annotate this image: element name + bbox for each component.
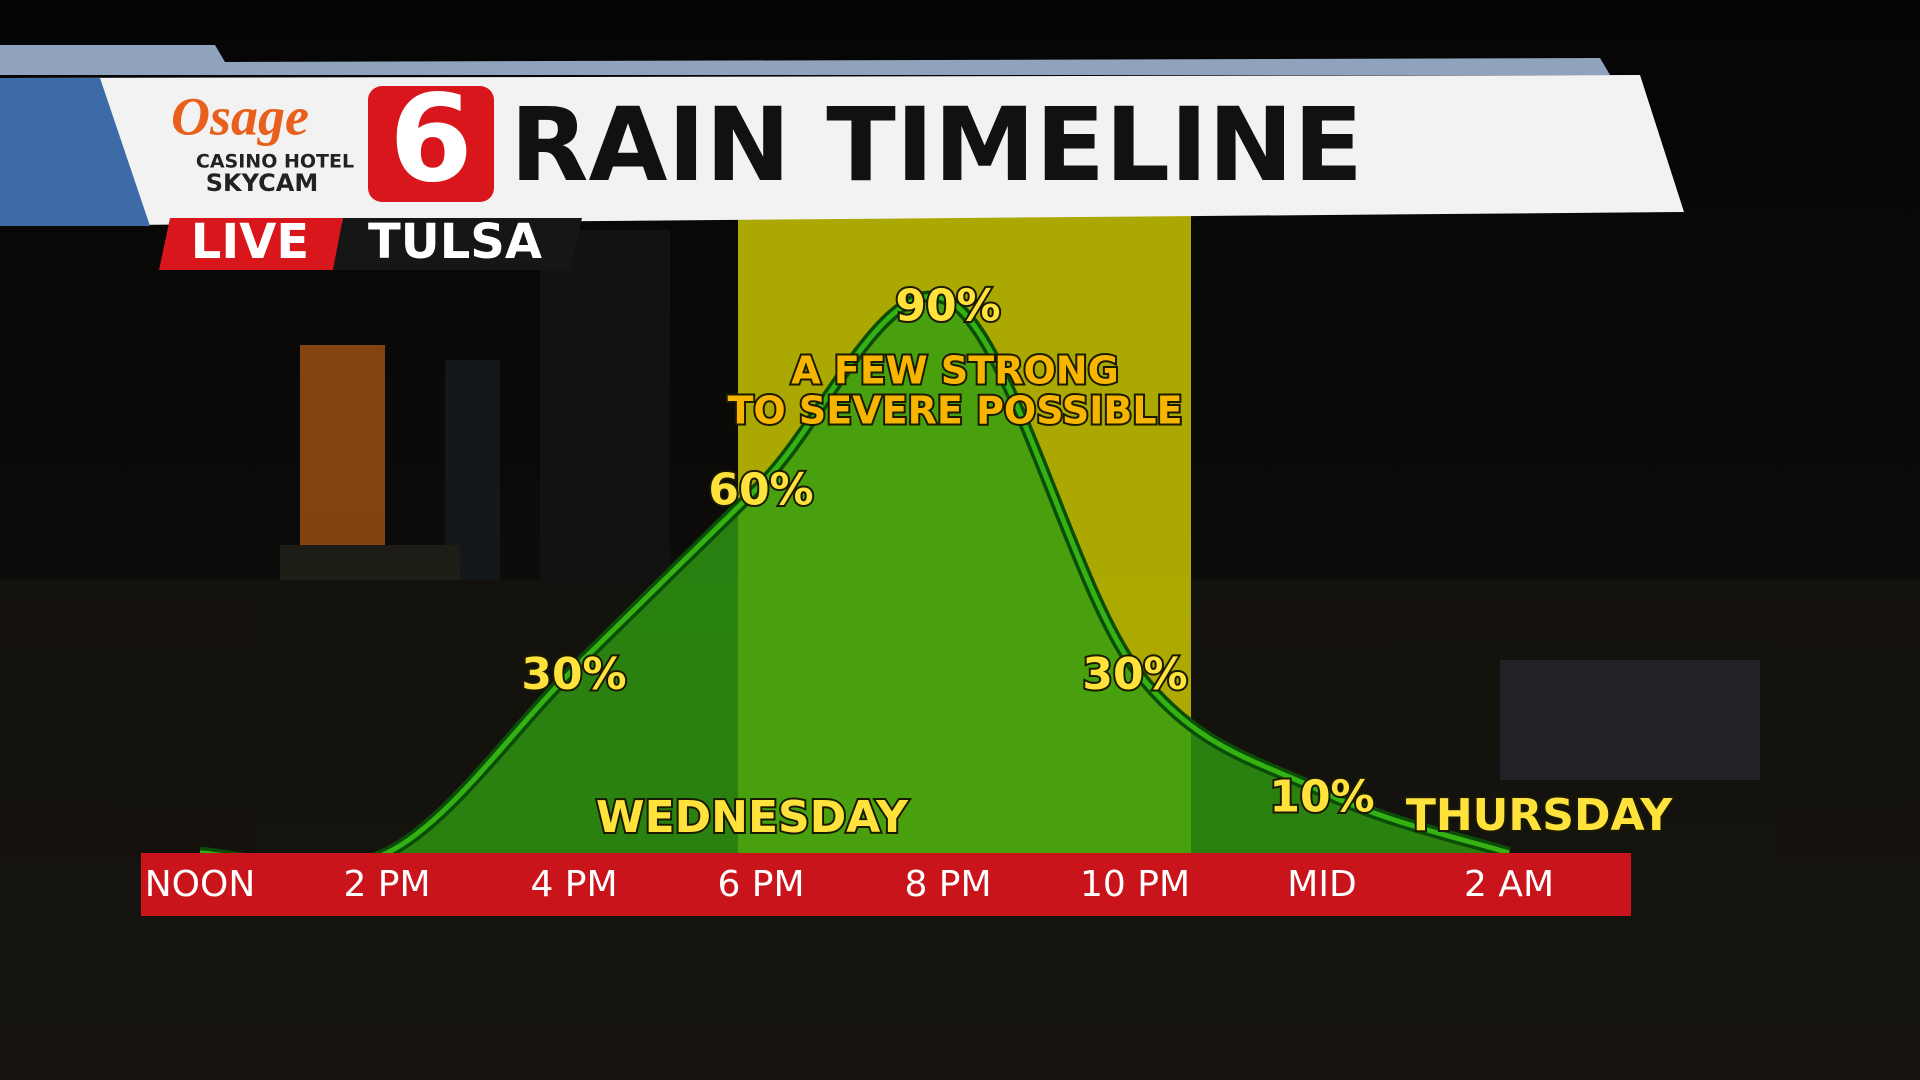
x-tick-label: 4 PM — [530, 864, 617, 905]
value-label: 30% — [1082, 649, 1187, 700]
x-tick-label: 2 PM — [343, 864, 430, 905]
live-badge — [159, 218, 343, 270]
day-label: THURSDAY — [1406, 790, 1674, 841]
building — [1500, 660, 1760, 780]
chart-title: RAIN TIMELINE — [510, 86, 1363, 205]
x-tick-label: 8 PM — [904, 864, 991, 905]
value-label: 10% — [1269, 772, 1374, 823]
annotation: TO SEVERE POSSIBLE — [727, 389, 1182, 433]
channel-logo — [368, 86, 494, 202]
building — [300, 345, 385, 545]
x-tick-label: 10 PM — [1080, 864, 1190, 905]
x-tick-label: 6 PM — [717, 864, 804, 905]
annotation: A FEW STRONG — [791, 349, 1119, 393]
value-label: 60% — [708, 465, 813, 516]
rain-curve-highlight — [199, 294, 1510, 870]
sponsor-logo: Osage — [171, 86, 309, 146]
value-label: 30% — [521, 649, 626, 700]
day-label: WEDNESDAY — [596, 792, 909, 843]
live-label: LIVE — [191, 214, 309, 270]
sponsor-sub: CASINO HOTEL — [196, 151, 354, 173]
location-label: TULSA — [368, 214, 542, 270]
x-tick-label: MID — [1287, 864, 1356, 905]
x-tick-label: NOON — [145, 864, 256, 905]
sponsor-cam: SKYCAM — [206, 169, 318, 197]
banner-accent — [0, 45, 1610, 75]
channel-number: 6 — [389, 71, 473, 210]
x-tick-label: 2 AM — [1464, 864, 1554, 905]
location-badge — [333, 218, 582, 270]
time-axis-bar — [141, 853, 1631, 916]
banner-blue — [0, 78, 150, 226]
chart: NOON 2 PM 4 PM 6 PM 8 PM 10 PM MID 2 AM 30% 60% 90… — [141, 278, 1675, 916]
value-label: 90% — [895, 280, 1000, 331]
